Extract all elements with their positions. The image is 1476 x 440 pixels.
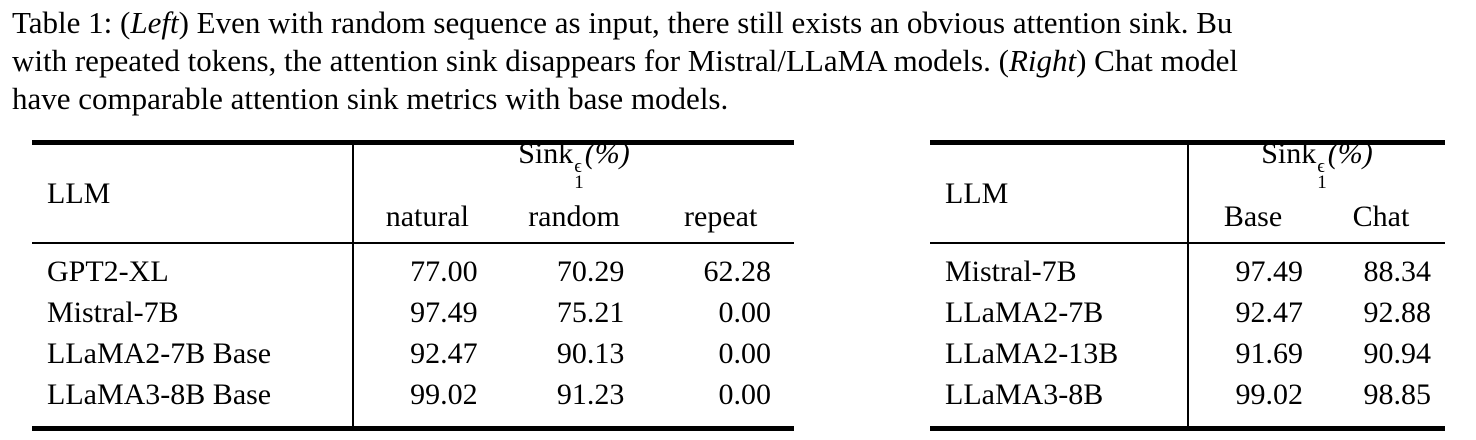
metric-superscript-epsilon: ϵ xyxy=(1317,156,1325,177)
column-divider-rule xyxy=(352,145,354,426)
value-cell: 98.85 xyxy=(1363,377,1432,411)
column-divider-rule xyxy=(1187,145,1189,426)
metric-base: Sink xyxy=(518,137,574,170)
row-values: 77.00 70.29 62.28 xyxy=(354,255,794,289)
llm-name: Mistral-7B xyxy=(47,295,179,329)
llm-name: Mistral-7B xyxy=(945,254,1077,288)
value-cell: 97.49 xyxy=(1235,254,1304,288)
metric-percent-suffix: (%) xyxy=(584,137,630,170)
llm-name-cell: Mistral-7B xyxy=(32,296,354,330)
right-table-subheaders: Base Chat xyxy=(1189,191,1445,242)
right-attention-sink-table: LLM Sink ϵ 1 (%) Base Chat Mistral-7B 97.49… xyxy=(930,137,1445,431)
left-table-body: GPT2-XL 77.00 70.29 62.28 Mistral-7B 97.… xyxy=(32,244,794,424)
llm-name-cell: Mistral-7B xyxy=(930,255,1189,289)
value-cell: 92.47 xyxy=(410,336,478,370)
table-row: LLaMA2-7B Base 92.47 90.13 0.00 xyxy=(32,333,794,374)
value-cell: 91.69 xyxy=(1235,336,1304,370)
llm-name: LLaMA3-8B xyxy=(945,377,1104,411)
left-table-subheaders: natural random repeat xyxy=(354,191,794,242)
table-caption: Table 1: (Left) Even with random sequenc… xyxy=(12,4,1476,118)
table-row: LLaMA2-13B 91.69 90.94 xyxy=(930,333,1445,374)
metric-superscript-epsilon: ϵ xyxy=(574,156,582,177)
caption-line-2: with repeated tokens, the attention sink… xyxy=(12,42,1476,80)
value-cell: 90.13 xyxy=(556,336,625,370)
caption-text: ) Chat model xyxy=(1076,43,1238,78)
row-values: 99.02 98.85 xyxy=(1189,378,1445,412)
column-header-base: Base xyxy=(1223,199,1283,233)
caption-line-3: have comparable attention sink metrics w… xyxy=(12,80,1476,118)
table-row: Mistral-7B 97.49 88.34 xyxy=(930,251,1445,292)
column-header-repeat: repeat xyxy=(684,199,758,233)
metric-percent-suffix: (%) xyxy=(1327,137,1373,170)
value-cell: 70.29 xyxy=(556,254,625,288)
value-cell: 99.02 xyxy=(410,377,478,411)
row-values: 91.69 90.94 xyxy=(1189,337,1445,371)
left-table-metric-columns: Sink ϵ 1 (%) natural random repeat xyxy=(354,137,794,242)
metric-base: Sink xyxy=(1261,137,1317,170)
llm-name: LLaMA2-7B xyxy=(945,295,1104,329)
row-values: 97.49 75.21 0.00 xyxy=(354,296,794,330)
llm-name-cell: LLaMA2-7B xyxy=(930,296,1189,330)
llm-header-label: LLM xyxy=(945,176,1009,210)
caption-text: ) Even with random sequence as input, th… xyxy=(178,5,1233,40)
table-row: LLaMA3-8B Base 99.02 91.23 0.00 xyxy=(32,374,794,415)
table-row: LLaMA3-8B 99.02 98.85 xyxy=(930,374,1445,415)
llm-name: LLaMA2-7B Base xyxy=(47,336,272,370)
right-table-metric-columns: Sink ϵ 1 (%) Base Chat xyxy=(1189,137,1445,242)
sink-metric-formula: Sink ϵ 1 (%) xyxy=(1261,137,1373,193)
table-row: LLaMA2-7B 92.47 92.88 xyxy=(930,292,1445,333)
value-cell: 99.02 xyxy=(1235,377,1304,411)
caption-text: with repeated tokens, the attention sink… xyxy=(12,43,1009,78)
metric-subscript-one: 1 xyxy=(1317,172,1327,193)
sink-metric-formula: Sink ϵ 1 (%) xyxy=(518,137,630,193)
llm-name-cell: LLaMA3-8B Base xyxy=(32,378,354,412)
value-cell: 97.49 xyxy=(410,295,478,329)
column-header-chat: Chat xyxy=(1352,199,1410,233)
value-cell: 0.00 xyxy=(718,377,772,411)
row-values: 92.47 92.88 xyxy=(1189,296,1445,330)
value-cell: 92.47 xyxy=(1235,295,1304,329)
column-header-natural: natural xyxy=(385,199,469,233)
llm-header-label: LLM xyxy=(47,176,111,210)
row-values: 99.02 91.23 0.00 xyxy=(354,378,794,412)
right-table-body: Mistral-7B 97.49 88.34 LLaMA2-7B 92.47 9… xyxy=(930,244,1445,424)
value-cell: 0.00 xyxy=(718,336,772,370)
metric-subscript-one: 1 xyxy=(574,172,584,193)
left-table-header: LLM Sink ϵ 1 (%) natural random repeat xyxy=(32,137,794,244)
value-cell: 0.00 xyxy=(718,295,772,329)
caption-italic-right: Right xyxy=(1008,43,1077,78)
metric-spanning-header: Sink ϵ 1 (%) xyxy=(354,137,794,192)
right-table-header: LLM Sink ϵ 1 (%) Base Chat xyxy=(930,137,1445,244)
llm-header-cell: LLM xyxy=(32,145,354,242)
llm-name-cell: LLaMA3-8B xyxy=(930,378,1189,412)
left-attention-sink-table: LLM Sink ϵ 1 (%) natural random repeat GPT2… xyxy=(32,137,794,431)
llm-name-cell: LLaMA2-13B xyxy=(930,337,1189,371)
caption-italic-left: Left xyxy=(130,5,179,40)
column-header-random: random xyxy=(528,199,620,233)
value-cell: 91.23 xyxy=(556,377,625,411)
value-cell: 90.94 xyxy=(1363,336,1432,370)
caption-text: Table 1: ( xyxy=(12,5,131,40)
row-values: 97.49 88.34 xyxy=(1189,255,1445,289)
value-cell: 88.34 xyxy=(1363,254,1432,288)
table-row: Mistral-7B 97.49 75.21 0.00 xyxy=(32,292,794,333)
llm-header-cell: LLM xyxy=(930,145,1189,242)
llm-name: LLaMA2-13B xyxy=(945,336,1119,370)
llm-name: GPT2-XL xyxy=(47,254,169,288)
metric-spanning-header: Sink ϵ 1 (%) xyxy=(1189,137,1445,192)
value-cell: 62.28 xyxy=(703,254,772,288)
caption-text: have comparable attention sink metrics w… xyxy=(12,81,729,116)
table-row: GPT2-XL 77.00 70.29 62.28 xyxy=(32,251,794,292)
value-cell: 92.88 xyxy=(1363,295,1432,329)
value-cell: 77.00 xyxy=(410,254,478,288)
row-values: 92.47 90.13 0.00 xyxy=(354,337,794,371)
caption-line-1: Table 1: (Left) Even with random sequenc… xyxy=(12,4,1476,42)
llm-name-cell: LLaMA2-7B Base xyxy=(32,337,354,371)
llm-name: LLaMA3-8B Base xyxy=(47,377,272,411)
llm-name-cell: GPT2-XL xyxy=(32,255,354,289)
value-cell: 75.21 xyxy=(556,295,625,329)
